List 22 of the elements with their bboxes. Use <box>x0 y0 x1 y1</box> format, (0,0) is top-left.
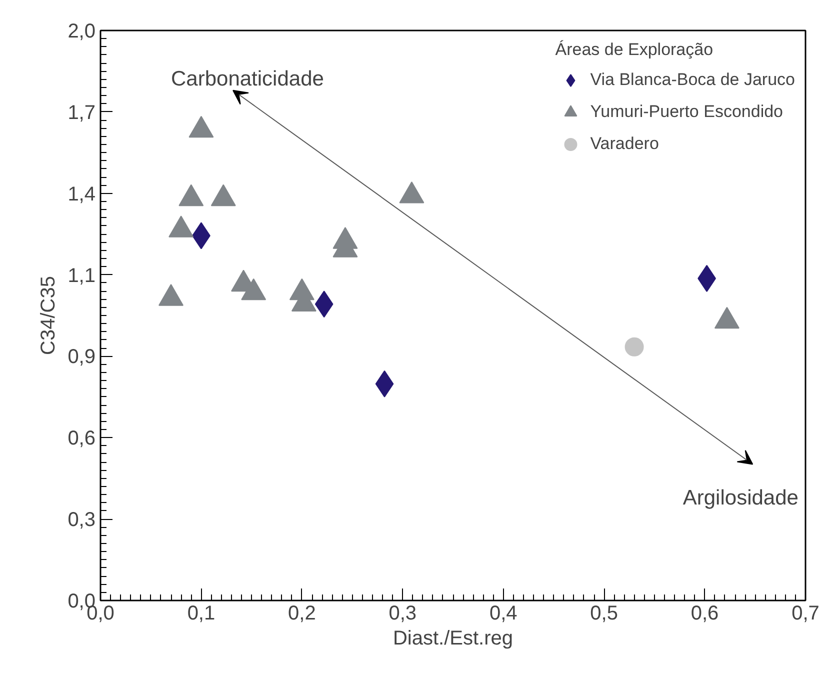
y-tick-label: 2,0 <box>68 20 96 42</box>
x-axis-title: Diast./Est.reg <box>392 628 514 650</box>
x-tick-label: 0,6 <box>690 602 719 624</box>
x-tick-label: 0,1 <box>187 602 216 624</box>
y-tick-label: 1,4 <box>68 183 96 206</box>
legend-label: Yumuri-Puerto Escondido <box>590 102 784 122</box>
y-tick-label: 0,3 <box>68 509 96 532</box>
y-axis-title: C34/C35 <box>38 276 60 355</box>
x-tick-label: 0,2 <box>288 602 316 624</box>
x-tick-label: 0,5 <box>590 602 618 624</box>
y-tick-label: 1,1 <box>68 264 96 287</box>
y-tick-label: 0,9 <box>68 346 96 368</box>
x-tick-label: 0,3 <box>388 602 417 624</box>
x-tick-label: 0,4 <box>489 602 518 624</box>
x-tick-label: 0,7 <box>792 602 820 624</box>
legend-label: Varadero <box>590 134 659 154</box>
annotation: Argilosidade <box>682 486 798 510</box>
legend-title: Áreas de Exploração <box>555 40 714 60</box>
annotation: Carbonaticidade <box>171 67 324 90</box>
y-tick-label: 0,6 <box>68 428 96 450</box>
legend-label: Via Blanca-Boca de Jaruco <box>590 70 795 90</box>
y-tick-label: 1,7 <box>68 102 96 124</box>
